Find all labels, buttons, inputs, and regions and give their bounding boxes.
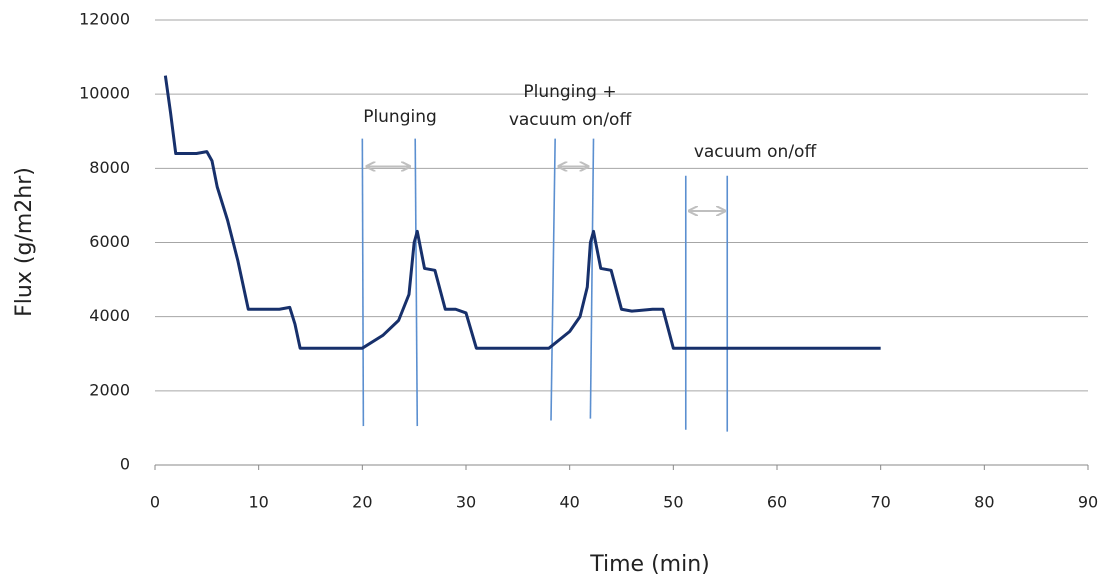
x-axis-label: Time (min): [589, 552, 710, 577]
x-tick-label: 90: [1078, 493, 1098, 512]
marker-line: [414, 138, 419, 427]
y-tick-label: 12000: [79, 10, 130, 29]
marker-line: [550, 138, 556, 421]
x-tick-label: 60: [767, 493, 787, 512]
x-tick-label: 70: [870, 493, 890, 512]
annotation: Plunging: [363, 107, 437, 127]
marker-line: [361, 138, 365, 427]
y-tick-label: 4000: [89, 306, 130, 325]
y-tick-label: 0: [120, 455, 130, 474]
annotation: vacuum on/off: [509, 110, 633, 130]
x-tick-label: 50: [663, 493, 683, 512]
y-tick-label: 8000: [89, 158, 130, 177]
y-tick-label: 10000: [79, 84, 130, 103]
y-tick-label: 6000: [89, 232, 130, 251]
x-tick-label: 40: [559, 493, 579, 512]
x-tick-label: 30: [456, 493, 476, 512]
annotation: Plunging +: [523, 82, 616, 102]
x-tick-label: 0: [150, 493, 160, 512]
y-tick-label: 2000: [89, 380, 130, 399]
x-tick-label: 20: [352, 493, 372, 512]
x-tick-label: 80: [974, 493, 994, 512]
annotation: vacuum on/off: [694, 142, 818, 162]
x-tick-label: 10: [248, 493, 268, 512]
y-axis-label: Flux (g/m2hr): [12, 167, 37, 317]
series-line: [163, 75, 881, 350]
marker-line: [589, 138, 595, 419]
